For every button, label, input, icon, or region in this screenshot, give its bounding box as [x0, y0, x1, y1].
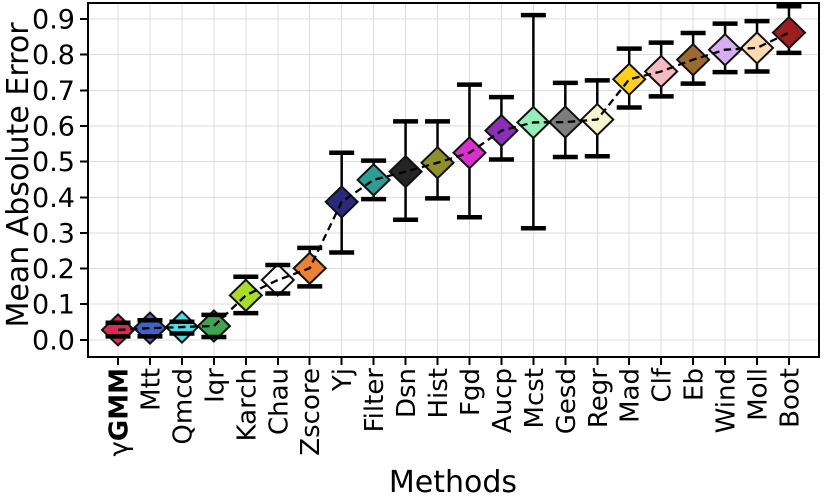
x-tick-labels: γGMM Mtt Qmcd Iqr Karch Chau Zscore Yj Filter Dsn… [105, 367, 806, 456]
x-tick-label-clf: Clf [648, 367, 678, 402]
x-tick-label-karch: Karch [232, 368, 262, 441]
x-tick-label-chau: Chau [264, 368, 294, 435]
x-tick-label-filter: Filter [360, 368, 390, 433]
x-tick-label-fgd: Fgd [456, 368, 486, 416]
x-tick-label-mad: Mad [616, 368, 646, 423]
data-point-mad [611, 62, 647, 97]
y-tick-label: 0.4 [32, 183, 75, 214]
y-tick-label: 0.0 [32, 325, 75, 356]
x-tick-label-hist: Hist [424, 368, 454, 419]
data-point-iqr [196, 309, 232, 343]
data-point-gesd [547, 105, 583, 139]
data-point-chau [260, 263, 296, 297]
x-tick-label-mcst: Mcst [520, 368, 550, 428]
x-tick-label-iqr: Iqr [200, 368, 230, 403]
y-tick-label: 0.5 [32, 147, 75, 178]
data-point-karch [228, 278, 264, 313]
x-axis-title: Methods [389, 465, 517, 500]
grid-layer [88, 3, 819, 357]
plot-frame [87, 2, 820, 358]
y-tick-label: 0.3 [32, 218, 75, 249]
diamond-markers [100, 15, 807, 347]
x-tick-label-boot: Boot [775, 368, 805, 428]
y-tick-label: 0.2 [32, 254, 75, 285]
y-tick-label: 0.7 [32, 76, 75, 107]
y-tick-label: 0.6 [32, 111, 75, 142]
x-tick-label-moll: Moll [744, 368, 774, 421]
dashed-trend-line [117, 31, 790, 332]
error-bar-caps [105, 3, 802, 340]
x-tick-label-yj: Yj [328, 368, 358, 392]
tick-marks [80, 18, 790, 365]
x-tick-label-wind: Wind [712, 368, 742, 433]
data-point-moll [739, 31, 775, 65]
y-tick-label: 0.1 [32, 290, 75, 321]
x-tick-label-zscore: Zscore [296, 368, 326, 456]
y-tick-label: 0.8 [32, 40, 75, 71]
x-tick-label-gmm: γGMM [105, 368, 135, 456]
x-tick-label-eb: Eb [680, 368, 710, 401]
x-tick-label-dsn: Dsn [392, 368, 422, 418]
y-tick-labels: 0.0 0.1 0.2 0.3 0.4 0.5 0.6 0.7 0.8 0.9 [32, 5, 75, 357]
x-tick-label-qmcd: Qmcd [168, 368, 198, 445]
x-tick-label-aucp: Aucp [488, 368, 518, 433]
y-axis-title: Mean Absolute Error [1, 22, 36, 328]
y-tick-label: 0.9 [32, 5, 75, 36]
x-tick-label-regr: Regr [584, 368, 614, 428]
data-point-boot [771, 15, 807, 50]
axes-frame [87, 2, 820, 358]
data-point-filter [356, 162, 392, 197]
dashed-line [117, 31, 790, 332]
x-tick-label-mtt: Mtt [136, 368, 166, 411]
x-tick-label-gesd: Gesd [552, 368, 582, 434]
